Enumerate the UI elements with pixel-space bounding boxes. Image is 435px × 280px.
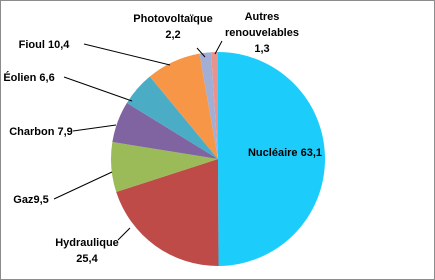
- category-label: Nucléaire: [247, 147, 298, 159]
- data-label: Nucléaire 63,1: [248, 145, 322, 161]
- category-label: Gaz: [13, 194, 34, 206]
- category-label: Éolien: [3, 72, 37, 84]
- leader-line: [117, 227, 131, 241]
- category-label: Hydraulique: [55, 237, 119, 249]
- category-label: Photovoltaïque: [133, 13, 213, 25]
- pie-slice: [218, 52, 326, 266]
- leader-line: [53, 171, 113, 200]
- value-label: 7,9: [57, 126, 73, 138]
- pie-slice: [112, 102, 218, 159]
- data-label: Charbon 7,9: [9, 124, 73, 140]
- category-label: Charbon: [9, 126, 55, 138]
- value-label: 25,4: [76, 253, 98, 265]
- data-label: Photovoltaïque 2,2: [133, 11, 212, 43]
- value-label: 2,2: [165, 29, 181, 41]
- pie-slice: [116, 159, 219, 266]
- leader-line: [63, 76, 133, 102]
- data-label: Autres renouvelables 1,3: [221, 9, 303, 57]
- data-label: Fioul 10,4: [19, 37, 70, 53]
- category-label: Fioul: [18, 39, 45, 51]
- value-label: 6,6: [39, 72, 55, 84]
- pie-slice: [149, 53, 218, 159]
- category-label: Autres renouvelables: [225, 11, 299, 39]
- leader-line: [214, 40, 223, 55]
- value-label: 10,4: [47, 39, 70, 51]
- pie-slice: [199, 52, 218, 159]
- pie-slice: [111, 142, 218, 192]
- data-label: Éolien 6,6: [3, 70, 54, 86]
- pie-slice: [211, 52, 218, 159]
- data-label: Hydraulique 25,4: [55, 235, 119, 267]
- value-label: 1,3: [254, 43, 270, 55]
- value-label: 9,5: [33, 194, 49, 206]
- pie-slice: [126, 76, 218, 159]
- leader-line: [83, 43, 171, 66]
- leader-line: [196, 47, 206, 58]
- data-label: Gaz9,5: [13, 192, 48, 208]
- leader-line: [72, 124, 117, 132]
- value-label: 63,1: [300, 147, 323, 159]
